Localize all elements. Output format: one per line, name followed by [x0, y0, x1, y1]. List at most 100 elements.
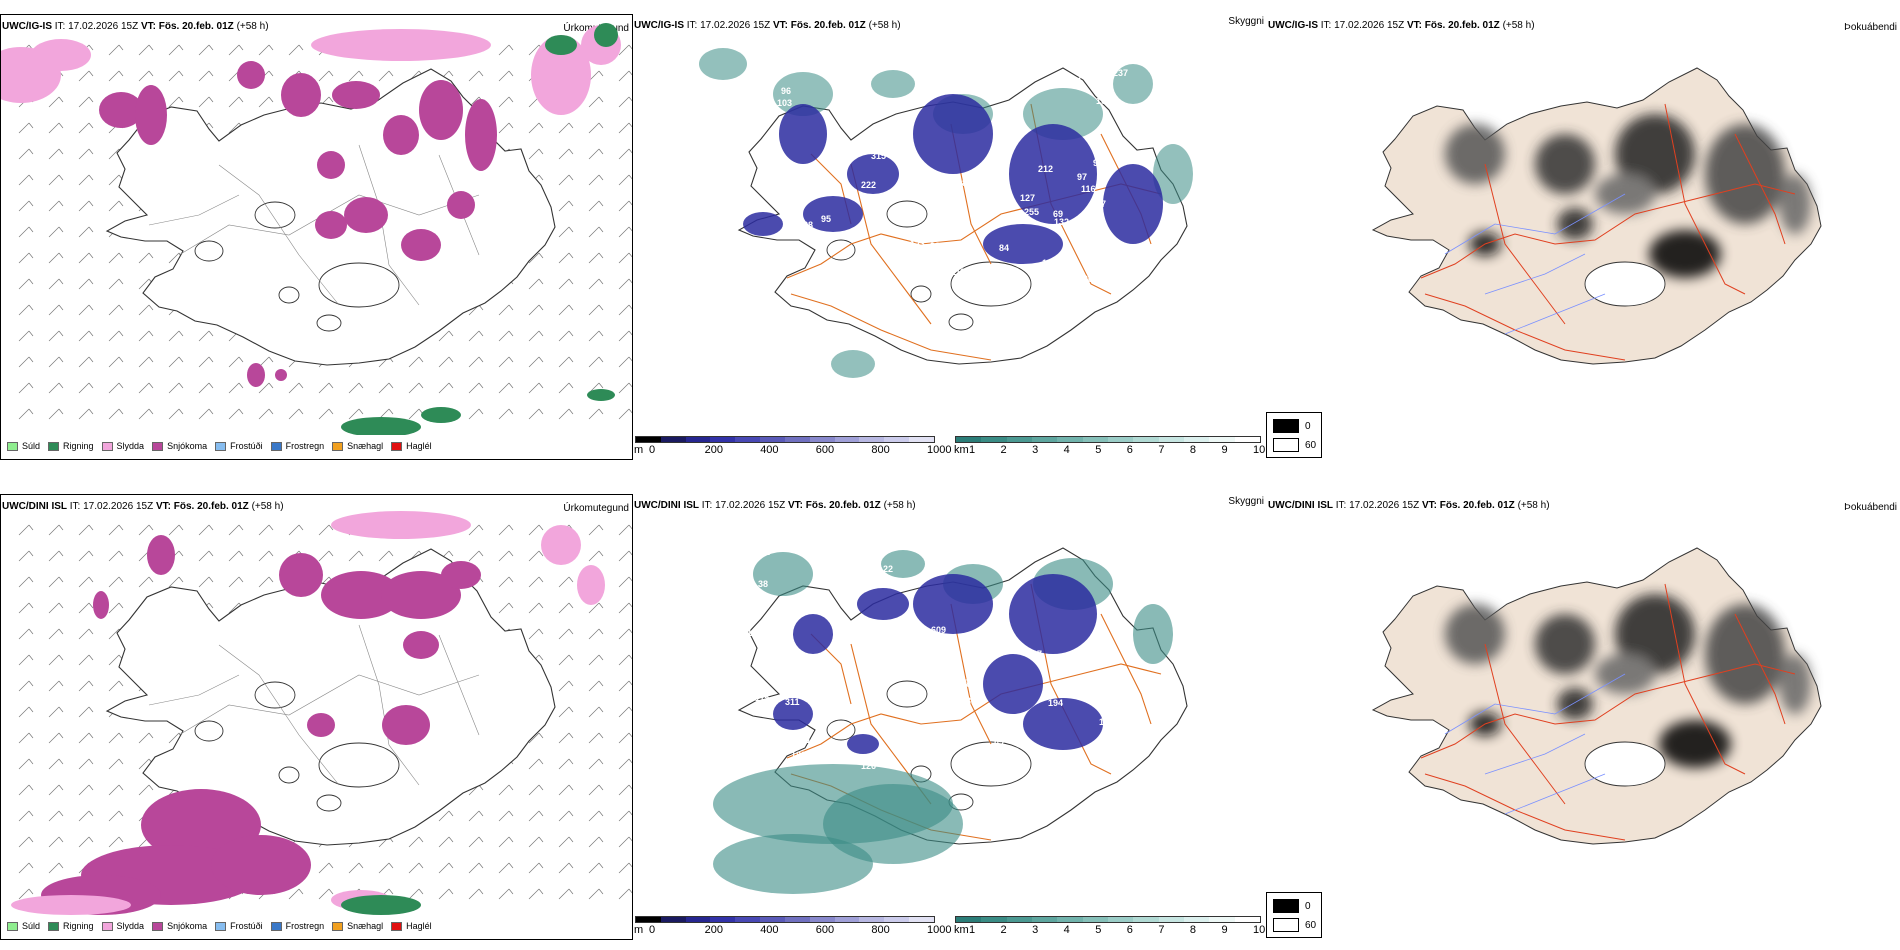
glacier-outline	[254, 681, 296, 709]
precip-area	[344, 197, 388, 233]
colorbar-step	[760, 437, 785, 442]
colorbar-step	[1234, 917, 1260, 922]
legend-label: Frostúði	[230, 921, 263, 931]
precip-area	[93, 591, 109, 619]
colorbar-tick: 4	[1063, 444, 1070, 456]
visibility-label: 15	[934, 676, 944, 686]
panel-header: UWC/DINI ISL IT: 17.02.2026 15Z VT: Fös.…	[634, 500, 916, 511]
colorbar-step	[1057, 437, 1083, 442]
legend-label: Slydda	[116, 441, 145, 451]
fog-map	[1371, 67, 1822, 365]
visibility-label: 542	[839, 77, 854, 87]
visibility-label: 828	[798, 220, 813, 230]
colorbar-tick: 0	[649, 444, 656, 456]
fog-shading	[1445, 594, 1811, 768]
visibility-label: 115	[755, 693, 770, 703]
visibility-label: 111	[951, 267, 965, 277]
glacier-outline	[950, 261, 1032, 307]
field-name: Skyggni	[1228, 16, 1264, 27]
precip-area	[881, 550, 925, 578]
glacier-outline	[886, 680, 928, 708]
visibility-label: 103	[814, 172, 829, 182]
precip-area	[773, 698, 813, 730]
colorbar-step	[660, 917, 686, 922]
precip-area	[332, 81, 380, 109]
river-lines	[1444, 673, 1626, 815]
precip-area	[773, 72, 833, 116]
visibility-label: 212	[1038, 164, 1053, 174]
visibility-label: 38	[758, 579, 768, 589]
colorbar-step	[981, 917, 1007, 922]
colorbar-step	[956, 437, 982, 442]
visibility-label: 162	[898, 692, 913, 702]
glacier-outline	[194, 720, 224, 742]
precip-area	[341, 895, 421, 915]
visibility-label: 97	[1032, 649, 1042, 659]
fog-panel-bottom: UWC/DINI ISL IT: 17.02.2026 15Z VT: Fös.…	[1267, 494, 1900, 940]
legend-swatch	[101, 441, 113, 451]
colorbar-step	[1006, 917, 1032, 922]
precip-area	[211, 835, 311, 895]
colorbar-tick: 10	[1253, 444, 1266, 456]
precip-area	[331, 511, 471, 539]
glacier-outline	[886, 200, 928, 228]
colorbar-step	[1107, 437, 1134, 442]
colorbar-step	[735, 917, 761, 922]
visibility-label: 372	[867, 684, 882, 694]
fog-panel-top: UWC/IG-IS IT: 17.02.2026 15Z VT: Fös. 20…	[1267, 14, 1900, 460]
precip-area	[1023, 698, 1103, 750]
colorbar-step	[685, 437, 711, 442]
panel-header: UWC/DINI ISL IT: 17.02.2026 15Z VT: Fös.…	[2, 501, 284, 512]
visibility-label: 127	[1020, 193, 1035, 203]
legend-swatch	[391, 921, 403, 931]
colorbar-tick: 9	[1221, 444, 1228, 456]
visibility-label: 609	[931, 625, 946, 635]
legend-label: Frostregn	[285, 921, 325, 931]
colorbar-tick: 7	[1158, 444, 1165, 456]
river-lines	[148, 144, 480, 306]
colorbar-tick: 5	[1095, 444, 1102, 456]
precip-area	[847, 154, 899, 194]
visibility-label: 125	[1088, 551, 1103, 561]
colorbar-step	[956, 917, 982, 922]
precip-area	[541, 525, 581, 565]
precip-area	[1103, 164, 1163, 244]
precip-area	[823, 784, 963, 864]
fog-legend-bottom: 0 60	[1266, 892, 1322, 938]
legend-item: Snjókoma	[152, 441, 207, 451]
legend-swatch	[215, 921, 227, 931]
colorbar-step	[1209, 437, 1235, 442]
colorbar-tick: 400	[760, 924, 779, 936]
legend-item: Rigning	[48, 441, 94, 451]
visibility-label: 222	[861, 180, 876, 190]
precip-area	[147, 535, 175, 575]
visibility-label: 237	[1113, 68, 1128, 78]
colorbar-tick: 10	[1253, 924, 1266, 936]
colorbar-step	[1082, 437, 1108, 442]
visibility-label: 81	[993, 68, 1003, 78]
precip-area	[281, 73, 321, 117]
precip-area	[383, 115, 419, 155]
glacier-outline	[278, 286, 300, 304]
precip-area	[577, 565, 605, 605]
legend-item: Snæhagl	[332, 441, 383, 451]
precip-area	[419, 80, 463, 140]
visibility-label: 69	[973, 280, 983, 290]
glacier-area	[1584, 261, 1666, 307]
visibility-label: 101	[1096, 96, 1111, 106]
visibility-label: 194	[1048, 698, 1063, 708]
visibility-label: 101	[759, 658, 774, 668]
visibility-label: 197	[806, 735, 821, 745]
precip-area	[1009, 574, 1097, 654]
precip-area	[913, 94, 993, 174]
colorbar-tick: 600	[815, 444, 835, 456]
fog-map	[1371, 547, 1822, 845]
glacier-outline	[254, 201, 296, 229]
glacier-outline	[948, 313, 974, 331]
legend-swatch	[152, 441, 164, 451]
colorbar-tick: 200	[704, 444, 723, 456]
colorbar-step	[809, 917, 835, 922]
colorbar-tick: 4	[1063, 924, 1070, 936]
precip-area	[11, 895, 131, 915]
visibility-label: 126	[1078, 274, 1093, 284]
